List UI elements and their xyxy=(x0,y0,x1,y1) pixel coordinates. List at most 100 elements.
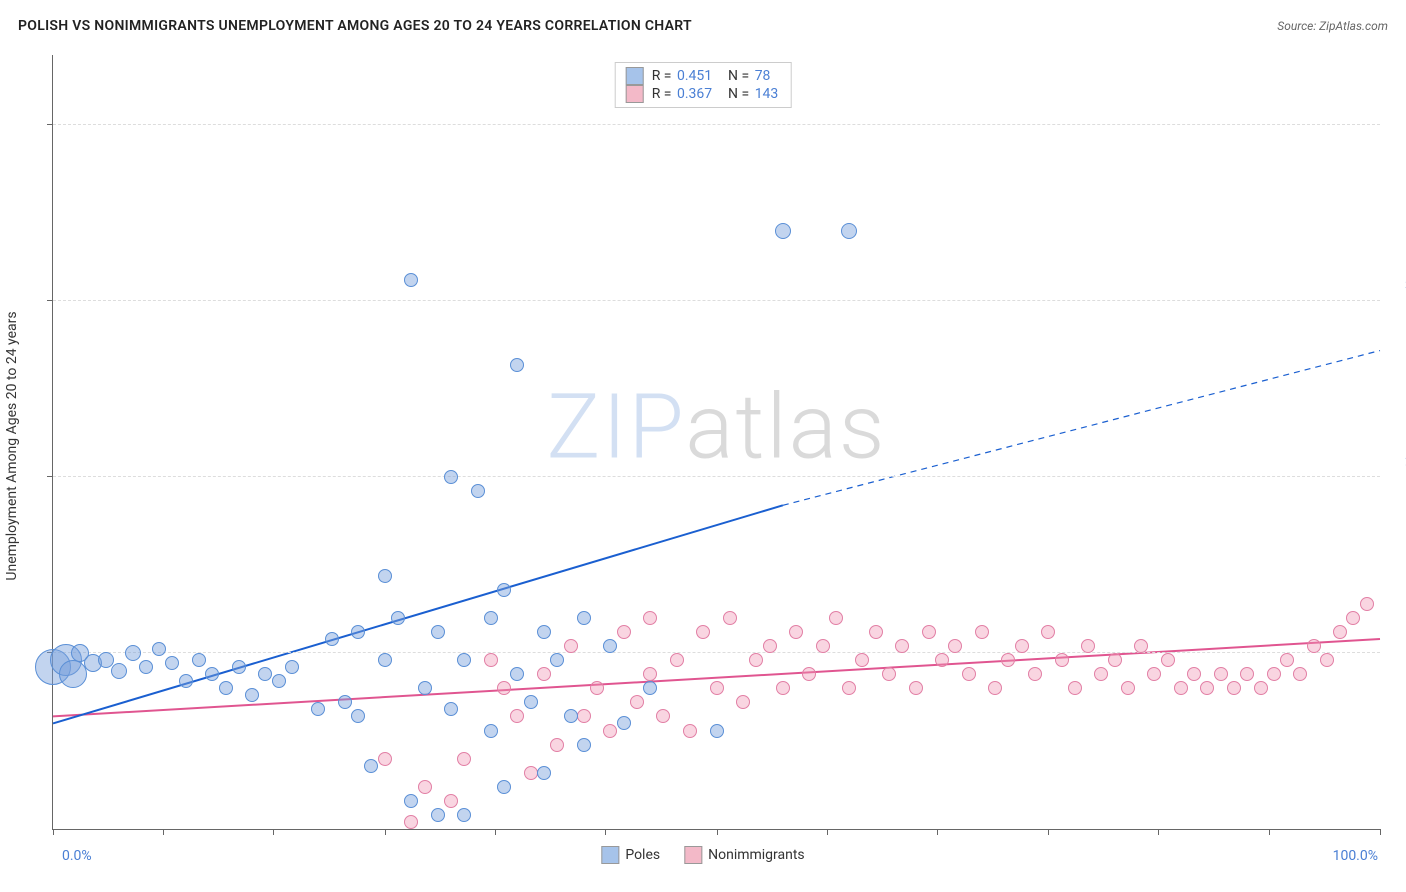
data-point-poles xyxy=(550,653,564,667)
data-point-poles xyxy=(537,625,551,639)
x-tick xyxy=(717,829,718,835)
legend-row-nonimm: R = 0.367 N = 143 xyxy=(626,85,781,103)
data-point-poles xyxy=(617,716,631,730)
n-label: N = xyxy=(728,86,749,102)
swatch-poles-icon xyxy=(626,67,644,85)
data-point-poles xyxy=(205,667,219,681)
legend-series: Poles Nonimmigrants xyxy=(601,846,804,864)
data-point-nonimm xyxy=(789,625,803,639)
x-tick xyxy=(385,829,386,835)
plot-area: ZIPatlas 12.5%25.0%37.5%50.0% xyxy=(52,55,1380,830)
data-point-nonimm xyxy=(1081,639,1095,653)
source-label: Source: xyxy=(1277,19,1319,33)
data-point-nonimm xyxy=(484,653,498,667)
data-point-nonimm xyxy=(510,709,524,723)
trend-lines xyxy=(53,55,1380,829)
data-point-nonimm xyxy=(1108,653,1122,667)
data-point-nonimm xyxy=(1028,667,1042,681)
data-point-nonimm xyxy=(802,667,816,681)
chart-header: POLISH VS NONIMMIGRANTS UNEMPLOYMENT AMO… xyxy=(18,18,1388,34)
data-point-nonimm xyxy=(1346,611,1360,625)
data-point-nonimm xyxy=(550,738,564,752)
data-point-poles xyxy=(285,660,299,674)
data-point-nonimm xyxy=(1121,681,1135,695)
data-point-poles xyxy=(378,569,392,583)
data-point-nonimm xyxy=(816,639,830,653)
r-value: 0.451 xyxy=(677,68,712,84)
data-point-nonimm xyxy=(457,752,471,766)
data-point-nonimm xyxy=(1001,653,1015,667)
data-point-nonimm xyxy=(962,667,976,681)
data-point-nonimm xyxy=(630,695,644,709)
r-value: 0.367 xyxy=(677,86,712,102)
data-point-poles xyxy=(564,709,578,723)
data-point-nonimm xyxy=(749,653,763,667)
data-point-poles xyxy=(152,642,166,656)
data-point-poles xyxy=(643,681,657,695)
data-point-nonimm xyxy=(590,681,604,695)
y-tick-label: 37.5% xyxy=(1386,279,1406,294)
y-axis-label: Unemployment Among Ages 20 to 24 years xyxy=(4,311,20,580)
data-point-nonimm xyxy=(1174,681,1188,695)
data-point-poles xyxy=(510,667,524,681)
data-point-nonimm xyxy=(1041,625,1055,639)
chart-source: Source: ZipAtlas.com xyxy=(1277,19,1388,33)
data-point-poles xyxy=(710,724,724,738)
data-point-nonimm xyxy=(723,611,737,625)
data-point-nonimm xyxy=(1293,667,1307,681)
x-tick xyxy=(1158,829,1159,835)
data-point-nonimm xyxy=(1134,639,1148,653)
data-point-poles xyxy=(497,780,511,794)
data-point-poles xyxy=(431,808,445,822)
data-point-nonimm xyxy=(776,681,790,695)
data-point-nonimm xyxy=(829,611,843,625)
swatch-nonimm-icon xyxy=(626,85,644,103)
data-point-nonimm xyxy=(842,681,856,695)
swatch-poles-icon xyxy=(601,846,619,864)
n-value: 78 xyxy=(755,68,771,84)
data-point-poles xyxy=(378,653,392,667)
source-name: ZipAtlas.com xyxy=(1319,19,1388,33)
data-point-nonimm xyxy=(1161,653,1175,667)
data-point-nonimm xyxy=(1360,597,1374,611)
data-point-nonimm xyxy=(882,667,896,681)
data-point-nonimm xyxy=(1015,639,1029,653)
data-point-nonimm xyxy=(564,639,578,653)
data-point-poles xyxy=(232,660,246,674)
y-tick-label: 12.5% xyxy=(1386,631,1406,646)
data-point-nonimm xyxy=(895,639,909,653)
data-point-nonimm xyxy=(537,667,551,681)
x-tick xyxy=(495,829,496,835)
x-tick xyxy=(605,829,606,835)
data-point-poles xyxy=(775,223,791,239)
data-point-nonimm xyxy=(683,724,697,738)
data-point-nonimm xyxy=(577,709,591,723)
legend-text-nonimm: R = 0.367 N = 143 xyxy=(652,86,781,102)
data-point-poles xyxy=(537,766,551,780)
x-tick xyxy=(937,829,938,835)
data-point-nonimm xyxy=(1147,667,1161,681)
data-point-poles xyxy=(404,273,418,287)
data-point-poles xyxy=(272,674,286,688)
data-point-nonimm xyxy=(404,815,418,829)
data-point-poles xyxy=(98,652,114,668)
data-point-nonimm xyxy=(1068,681,1082,695)
data-point-poles xyxy=(510,358,524,372)
data-point-nonimm xyxy=(1320,653,1334,667)
data-point-nonimm xyxy=(643,667,657,681)
data-point-poles xyxy=(139,660,153,674)
data-point-nonimm xyxy=(1254,681,1268,695)
legend-label-nonimm: Nonimmigrants xyxy=(708,847,805,863)
data-point-nonimm xyxy=(869,625,883,639)
trend-line xyxy=(783,351,1380,506)
data-point-poles xyxy=(338,695,352,709)
data-point-poles xyxy=(165,656,179,670)
data-point-poles xyxy=(418,681,432,695)
data-point-nonimm xyxy=(935,653,949,667)
data-point-nonimm xyxy=(736,695,750,709)
x-tick xyxy=(1380,829,1381,835)
data-point-nonimm xyxy=(1094,667,1108,681)
gridline xyxy=(53,476,1380,477)
data-point-poles xyxy=(524,695,538,709)
chart-title: POLISH VS NONIMMIGRANTS UNEMPLOYMENT AMO… xyxy=(18,18,692,34)
